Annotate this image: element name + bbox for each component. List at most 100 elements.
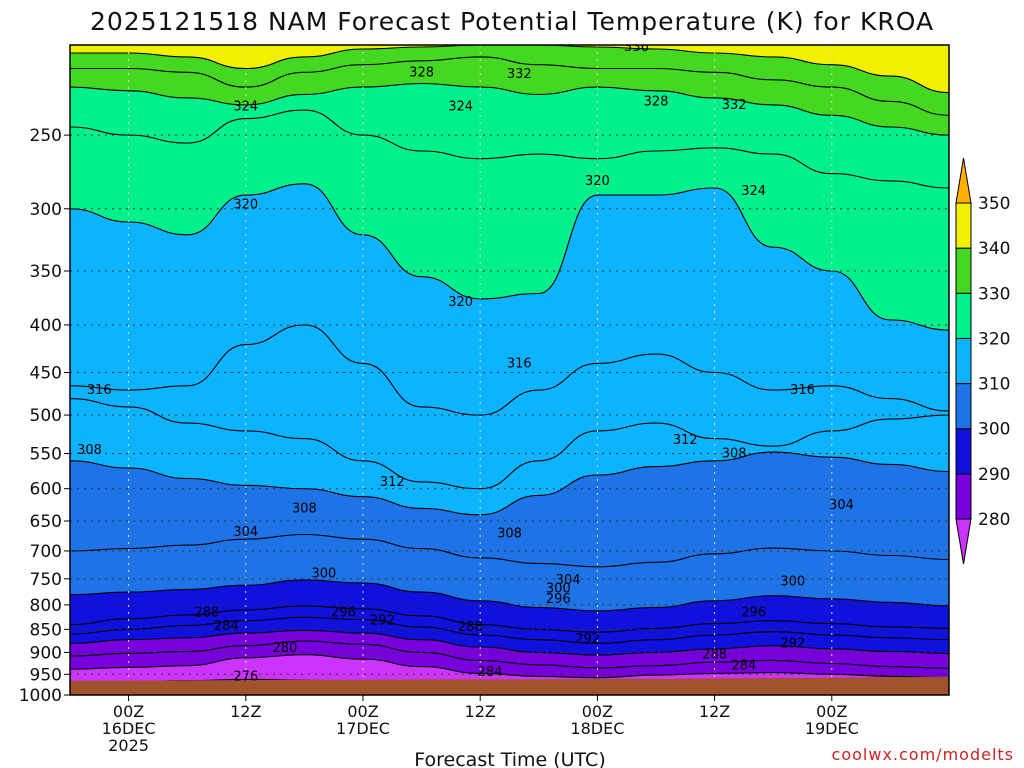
- contour-label: 328: [644, 94, 669, 109]
- y-tick-label: 250: [30, 126, 62, 146]
- isotherm-296: [70, 605, 949, 633]
- colorbar-extend-top: [955, 157, 972, 204]
- colorbar-label: 320: [978, 329, 1010, 349]
- contour-label: 332: [507, 67, 532, 82]
- contour-label: 304: [233, 525, 258, 540]
- isotherm-332: [70, 56, 949, 116]
- y-tick-label: 1000: [19, 686, 62, 706]
- x-tick-label: 00Z: [816, 702, 847, 721]
- colorbar-segment: [955, 473, 972, 520]
- contour-label: 280: [272, 641, 297, 656]
- colorbar-label: 290: [978, 465, 1010, 485]
- colorbar-segment: [955, 202, 972, 249]
- isotherm-316: [70, 324, 949, 416]
- isotherm-336: [70, 45, 949, 94]
- contour-label: 320: [448, 295, 473, 310]
- colorbar-segment: [955, 383, 972, 430]
- plot-frame: [69, 44, 950, 696]
- isotherm-280: [70, 654, 949, 679]
- contour-label: 336: [624, 40, 649, 55]
- y-tick-label: 800: [30, 596, 62, 616]
- credit-text: coolwx.com/modelts: [832, 745, 1014, 764]
- contour-label: 308: [722, 447, 747, 462]
- x-tick-label: 2025: [108, 736, 149, 755]
- colorbar-label: 330: [978, 284, 1010, 304]
- colorbar-segment: [955, 292, 972, 339]
- y-tick-label: 900: [30, 643, 62, 663]
- contour-label: 308: [497, 526, 522, 541]
- contour-label: 292: [575, 632, 600, 647]
- contour-label: 276: [233, 669, 258, 684]
- temperature-bands: [70, 45, 949, 695]
- x-tick-label: 12Z: [230, 702, 261, 721]
- contour-label: 300: [546, 581, 571, 596]
- y-tick-label: 700: [30, 542, 62, 562]
- contour-label: 292: [780, 636, 805, 651]
- contour-label: 288: [458, 620, 483, 635]
- isotherm-312: [70, 398, 949, 490]
- terrain-surface: [70, 676, 949, 695]
- y-tick-label: 850: [30, 620, 62, 640]
- y-tick-label: 500: [30, 406, 62, 426]
- colorbar-segment: [955, 337, 972, 385]
- isotherm-328: [70, 82, 949, 136]
- contour-label: 300: [312, 566, 337, 581]
- plot-area: 336 328 332 324 324 328 332 320 324 320 320 316 316 3…: [70, 40, 949, 695]
- isotherm-292: [70, 616, 949, 644]
- isotherm-320: [70, 183, 949, 331]
- isotherm-contours: [70, 45, 949, 693]
- contour-label: 300: [780, 574, 805, 589]
- contour-label: 324: [741, 184, 766, 199]
- contour-label: 316: [507, 356, 532, 371]
- y-tick-label: 950: [30, 665, 62, 685]
- x-tick-label: 18DEC: [570, 719, 624, 738]
- contour-label: 324: [233, 100, 258, 115]
- colorbar-label: 340: [978, 239, 1010, 259]
- isotherm-284: [70, 640, 949, 669]
- contour-label: 304: [556, 573, 581, 588]
- contour-label: 288: [702, 648, 727, 663]
- contour-label: 284: [731, 659, 756, 674]
- contour-label: 288: [194, 605, 219, 620]
- y-tick-label: 750: [30, 570, 62, 590]
- contour-label: 320: [233, 198, 258, 213]
- y-tick-label: 300: [30, 200, 62, 220]
- contour-label: 312: [380, 475, 405, 490]
- colorbar-extend-bottom: [955, 518, 972, 565]
- contour-label: 328: [409, 65, 434, 80]
- contour-label: 292: [370, 614, 395, 629]
- contour-label: 304: [829, 498, 854, 513]
- contour-label: 308: [292, 501, 317, 516]
- contour-label: 284: [214, 619, 239, 634]
- contour-label: 316: [87, 383, 112, 398]
- isotherm-304: [70, 533, 949, 568]
- x-tick-label: 00Z: [347, 702, 378, 721]
- contour-label: 296: [741, 605, 766, 620]
- x-axis-title: Forecast Time (UTC): [414, 749, 605, 768]
- x-tick-label: 16DEC: [102, 719, 156, 738]
- contour-label: 316: [790, 383, 815, 398]
- chart-title: 2025121518 NAM Forecast Potential Temper…: [90, 7, 934, 36]
- contour-label: 312: [673, 433, 698, 448]
- x-tick-label: 00Z: [582, 702, 613, 721]
- isotherm-324: [70, 109, 949, 189]
- y-tick-label: 550: [30, 445, 62, 465]
- colorbar-label: 310: [978, 375, 1010, 395]
- contour-label: 332: [722, 98, 747, 113]
- y-axis: 250 300 350 400 450 500 550 600 650 700 750 800 850 9…: [19, 126, 70, 706]
- contour-label: 296: [331, 605, 356, 620]
- x-tick-label: 00Z: [113, 702, 144, 721]
- y-tick-label: 350: [30, 262, 62, 282]
- x-tick-label: 12Z: [699, 702, 730, 721]
- contour-label: 324: [448, 100, 473, 115]
- isotherm-300: [70, 579, 949, 612]
- colorbar-label: 350: [978, 194, 1010, 214]
- colorbar-segment: [955, 247, 972, 294]
- contour-label: 284: [478, 665, 503, 680]
- contour-labels: 336 328 332 324 324 328 332 320 324 320 320 316 316 3…: [77, 40, 854, 684]
- y-tick-label: 450: [30, 364, 62, 384]
- colorbar-label: 280: [978, 510, 1010, 530]
- isotherm-308: [70, 451, 949, 516]
